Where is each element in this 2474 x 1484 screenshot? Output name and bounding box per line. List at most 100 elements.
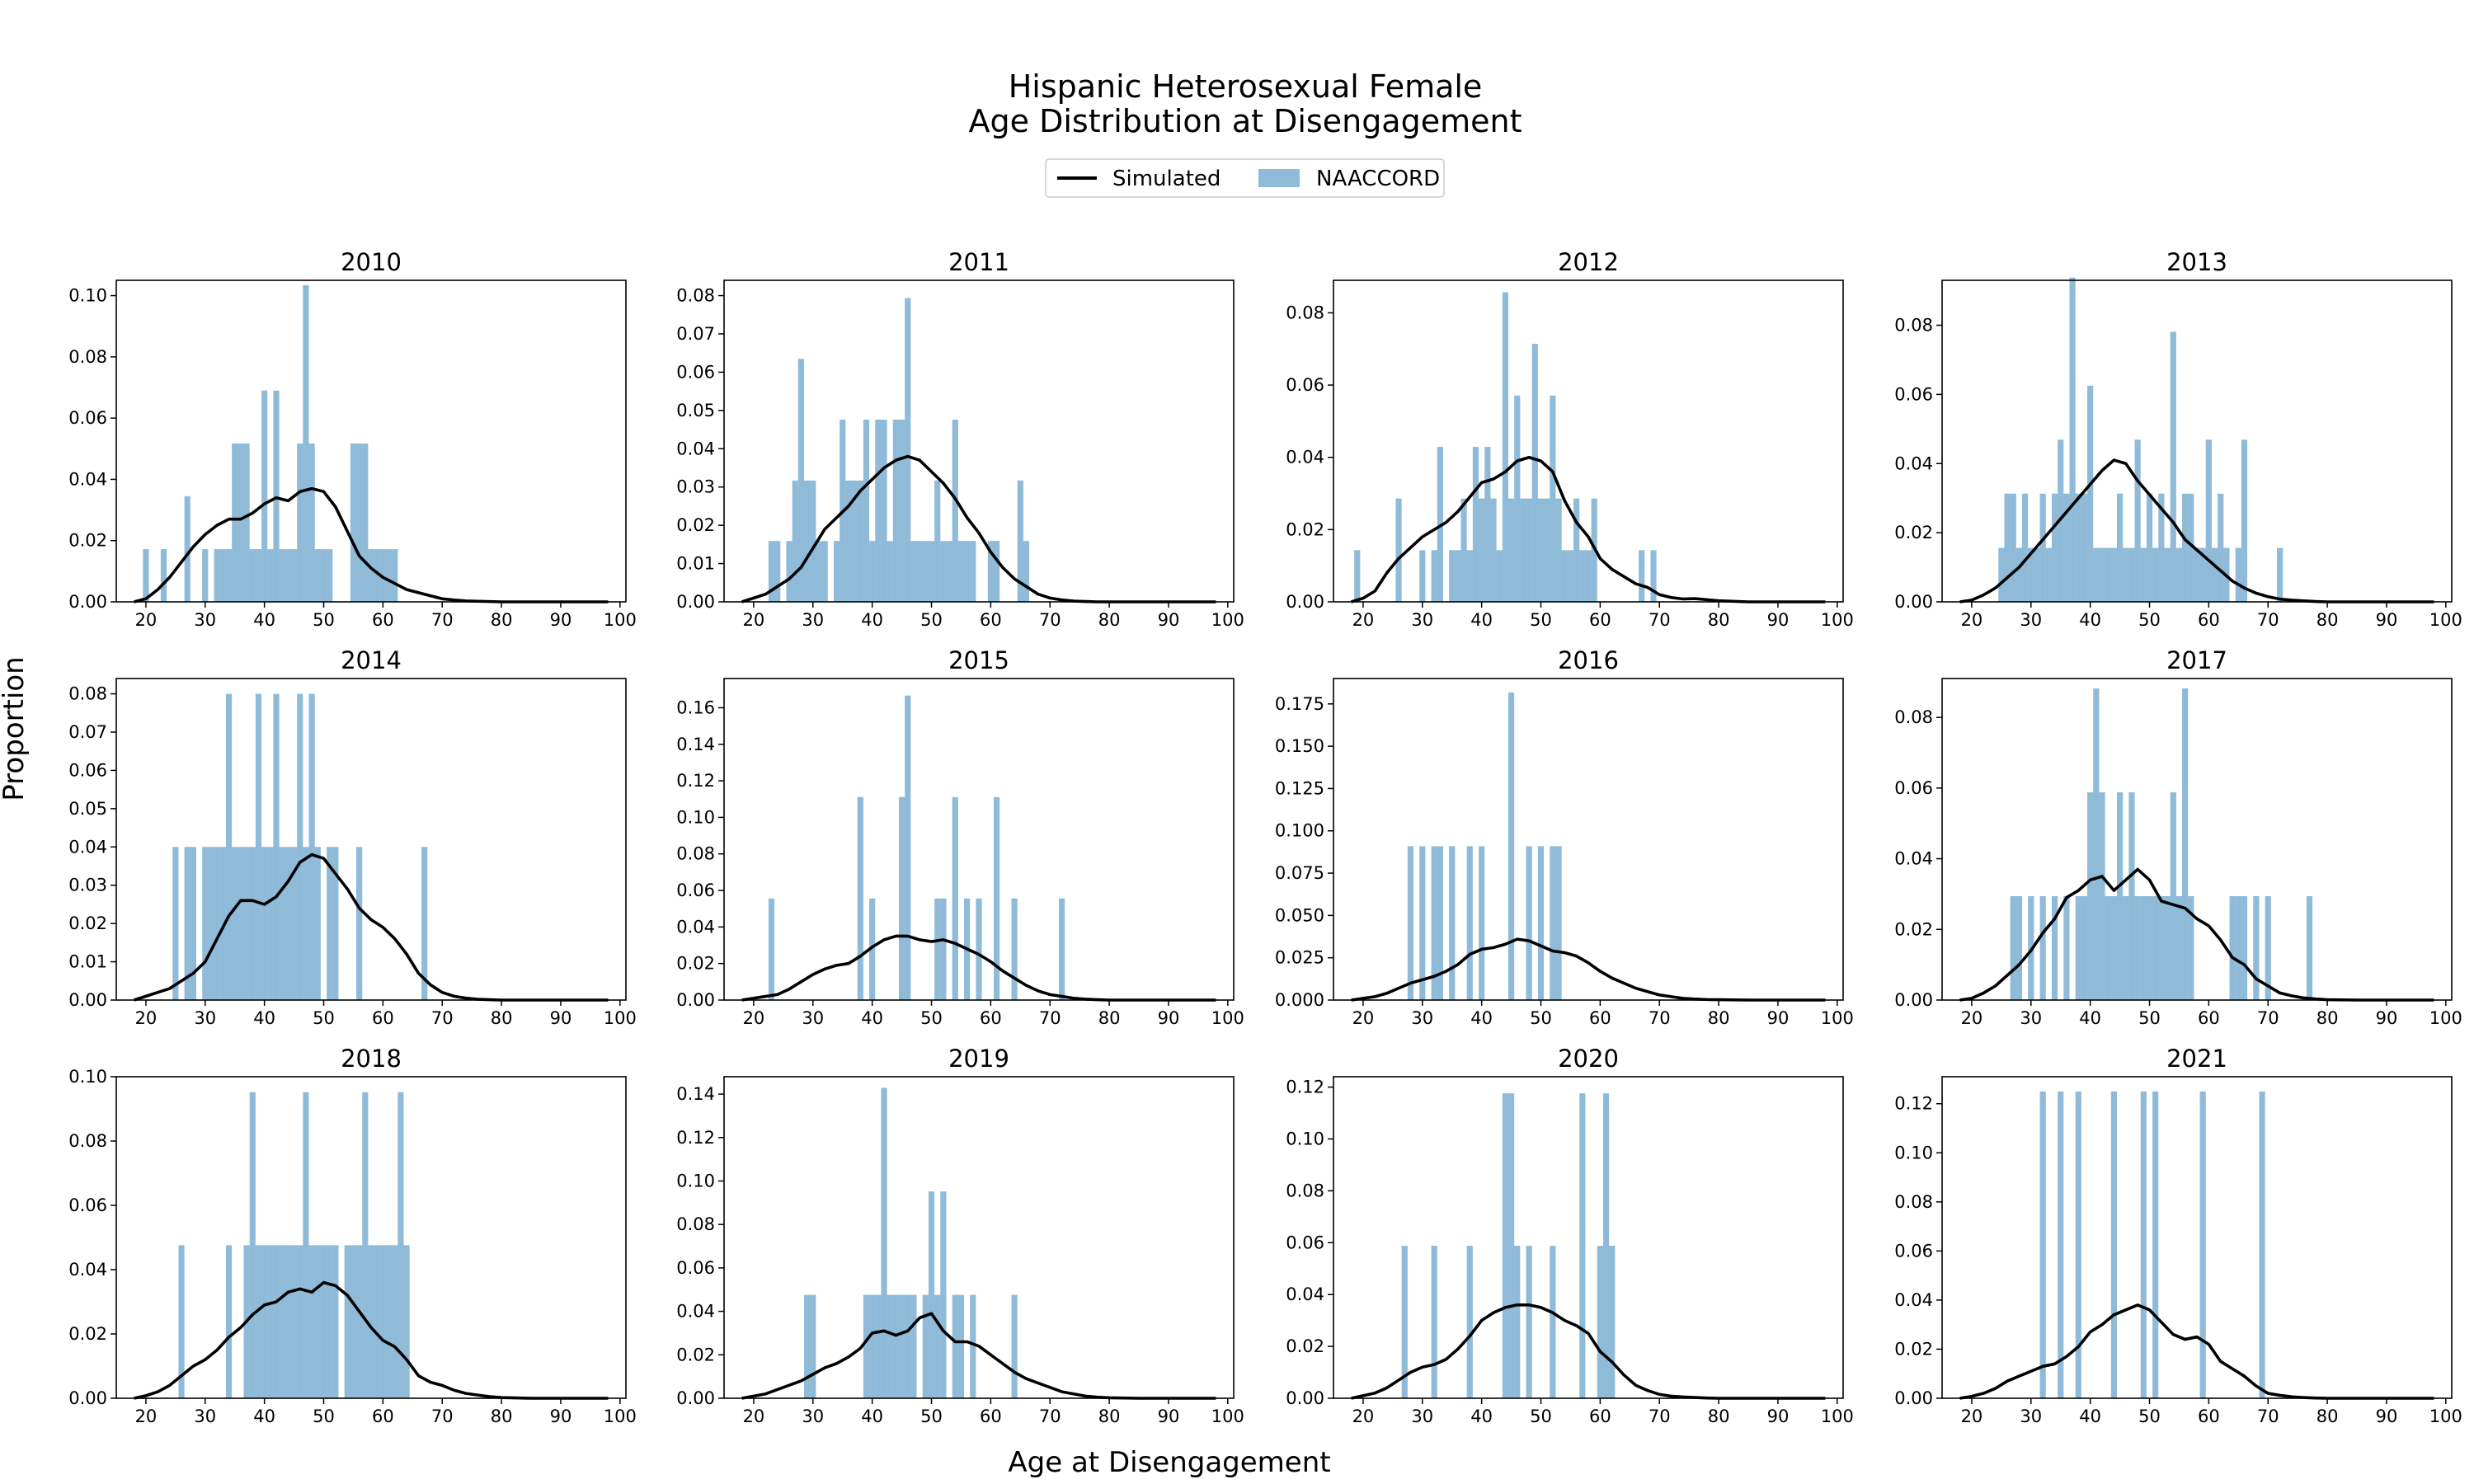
y-tick-label: 0.125 (1275, 778, 1324, 798)
axes-frame (1941, 279, 2453, 603)
x-tick-label: 90 (1767, 1008, 1790, 1028)
hist-bar (786, 541, 793, 602)
hist-bar (273, 693, 280, 1000)
hist-bar (1602, 1093, 1610, 1398)
hist-bar (1460, 498, 1467, 602)
legend-frame (1045, 158, 1445, 198)
hist-bar (910, 1294, 917, 1398)
hist-bar (297, 443, 303, 602)
axes-frame (1333, 279, 1844, 603)
y-tick-label: 0.01 (68, 952, 107, 972)
axes-frame (115, 678, 627, 1001)
hist-bar (2099, 547, 2105, 602)
hist-bar (1567, 550, 1574, 602)
y-tick-label: 0.08 (68, 684, 107, 704)
hist-bar (362, 1092, 369, 1398)
hist-bar (172, 847, 179, 1000)
hist-bar (2205, 439, 2212, 602)
y-tick-label: 0.00 (1894, 1388, 1933, 1408)
x-tick-label: 60 (2198, 1407, 2220, 1426)
x-tick-label: 20 (743, 610, 765, 630)
hist-bar (2063, 896, 2070, 1000)
x-tick-label: 60 (372, 610, 394, 630)
hist-bar (261, 847, 268, 1000)
hist-bar (1502, 1093, 1508, 1398)
axes-frame (1941, 1076, 2453, 1399)
y-tick-label: 0.02 (68, 531, 107, 551)
x-tick-label: 70 (2257, 610, 2279, 630)
x-tick-label: 60 (2198, 1008, 2220, 1028)
y-tick-label: 0.08 (1894, 707, 1933, 727)
hist-bar (392, 1245, 398, 1398)
hist-bar (243, 847, 250, 1000)
hist-bar (768, 898, 775, 1000)
panel-title: 2011 (948, 248, 1009, 276)
hist-bar (184, 847, 190, 1000)
simulated-line (1959, 458, 2434, 603)
x-tick-label: 50 (313, 610, 335, 630)
x-tick-label: 70 (1039, 1008, 1061, 1028)
hist-bar (2116, 792, 2124, 1000)
hist-bar (2028, 547, 2034, 602)
hist-bar (255, 1245, 262, 1398)
hist-bar (970, 1294, 976, 1398)
hist-bar (2229, 896, 2236, 1000)
legend-simulated-label: Simulated (1112, 167, 1221, 191)
hist-bar (273, 390, 280, 602)
hist-bar (869, 1294, 876, 1398)
hist-bar (356, 1245, 363, 1398)
y-tick-label: 0.04 (676, 1302, 715, 1322)
axes-frame (723, 279, 1235, 603)
y-tick-label: 0.12 (676, 771, 715, 791)
hist-bar (297, 693, 303, 1000)
hist-bar (249, 847, 256, 1000)
hist-bar (810, 480, 816, 602)
hist-bar (797, 359, 805, 602)
y-tick-label: 0.175 (1275, 694, 1324, 714)
hist-bar (1437, 846, 1443, 1000)
hist-bar (821, 541, 828, 602)
hist-bar (2158, 493, 2165, 602)
hist-bar (2093, 547, 2100, 602)
hist-bar (792, 480, 798, 602)
y-tick-label: 0.05 (68, 799, 107, 819)
figure-title-line2: Age Distribution at Disengagement (969, 103, 1522, 139)
panel-title: 2012 (1558, 248, 1619, 276)
y-tick-label: 0.08 (676, 286, 715, 306)
hist-bar (255, 549, 262, 602)
x-tick-label: 40 (253, 1008, 275, 1028)
x-tick-label: 40 (1470, 1008, 1493, 1028)
x-tick-label: 90 (1158, 1407, 1180, 1426)
x-tick-label: 80 (1708, 610, 1730, 630)
x-tick-label: 100 (2429, 1008, 2462, 1028)
hist-bar (1550, 395, 1556, 602)
hist-bar (952, 1294, 958, 1398)
x-tick-label: 90 (2376, 1008, 2398, 1028)
hist-bar (1537, 846, 1545, 1000)
y-tick-label: 0.10 (676, 1171, 715, 1190)
hist-bar (1011, 1294, 1018, 1398)
x-tick-label: 50 (920, 1407, 943, 1426)
x-tick-label: 60 (980, 610, 1002, 630)
y-tick-label: 0.14 (676, 1084, 715, 1104)
hist-bar (2105, 547, 2111, 602)
x-tick-label: 70 (431, 610, 454, 630)
hist-bar (2051, 896, 2058, 1000)
hist-bar (2211, 547, 2218, 602)
hist-bar (2015, 547, 2023, 602)
x-tick-label: 30 (802, 1008, 824, 1028)
x-tick-label: 70 (2257, 1008, 2279, 1028)
x-tick-label: 90 (1158, 1008, 1180, 1028)
hist-bar (374, 549, 380, 602)
y-tick-label: 0.00 (68, 1388, 107, 1408)
hist-bar (279, 847, 285, 1000)
x-tick-label: 70 (431, 1407, 454, 1426)
y-tick-label: 0.00 (1286, 592, 1324, 612)
y-tick-label: 0.00 (676, 592, 715, 612)
y-tick-label: 0.07 (676, 324, 715, 344)
hist-bar (344, 1245, 350, 1398)
hist-bar (898, 420, 905, 602)
x-tick-label: 100 (604, 1008, 637, 1028)
x-tick-label: 100 (1211, 1407, 1244, 1426)
x-tick-label: 30 (1411, 1008, 1433, 1028)
